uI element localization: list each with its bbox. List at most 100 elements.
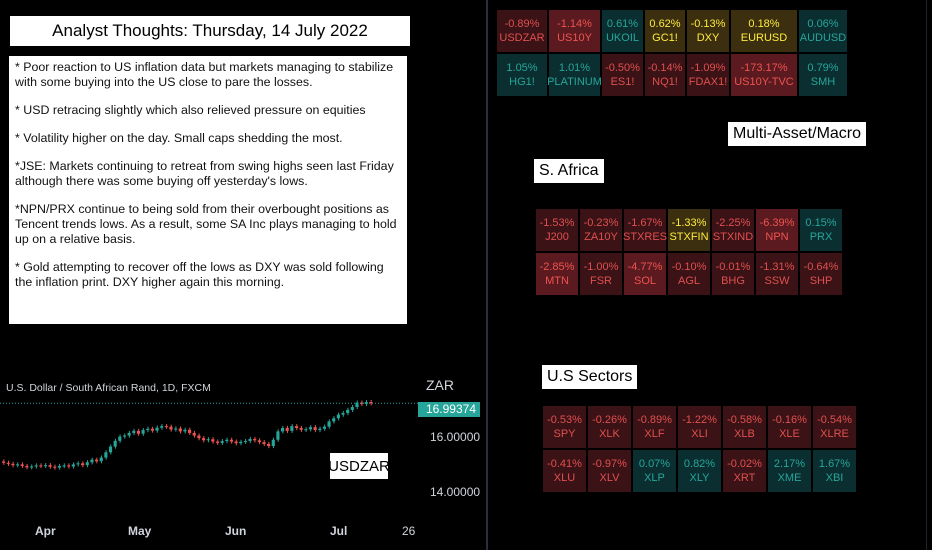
ticker-symbol: XLI xyxy=(691,428,708,440)
candle-body xyxy=(108,446,113,453)
ticker-tile[interactable]: 0.82% XLY xyxy=(678,450,721,492)
ticker-tile[interactable]: 0.07% XLP xyxy=(633,450,676,492)
ticker-tile[interactable]: 0.79% SMH xyxy=(799,54,847,96)
candle-body xyxy=(294,426,299,428)
month-label: Jul xyxy=(330,524,348,538)
ticker-tile[interactable]: 2.17% XME xyxy=(768,450,811,492)
ticker-change: -1.67% xyxy=(627,217,663,229)
ticker-change: -2.25% xyxy=(715,217,751,229)
ticker-change: -0.23% xyxy=(583,217,619,229)
ticker-tile[interactable]: -1.22% XLI xyxy=(678,406,721,448)
ticker-change: -0.14% xyxy=(647,62,683,74)
ticker-tile[interactable]: -2.25% STXIND xyxy=(712,209,754,251)
candle-body xyxy=(183,429,187,432)
ticker-symbol: ES1! xyxy=(610,76,635,88)
note-bullet: * Poor reaction to US inflation data but… xyxy=(15,60,394,89)
notes-body: * Poor reaction to US inflation data but… xyxy=(9,56,407,324)
candle-body xyxy=(150,428,154,431)
ticker-tile[interactable]: -0.58% XLB xyxy=(723,406,766,448)
ticker-tile[interactable]: -0.89% USDZAR xyxy=(497,10,547,52)
ticker-tile[interactable]: -0.53% SPY xyxy=(543,406,586,448)
y-tick-label: 14.00000 xyxy=(430,485,481,499)
ticker-symbol: XLY xyxy=(689,472,710,484)
section-label-safrica: S. Africa xyxy=(534,159,604,183)
ticker-tile[interactable]: 0.06% AUDUSD xyxy=(799,10,847,52)
ticker-tile[interactable]: -1.67% STXRES xyxy=(623,209,667,251)
candle-body xyxy=(155,427,159,431)
candle-body xyxy=(104,452,108,458)
ticker-tile[interactable]: -0.89% XLF xyxy=(633,406,676,448)
ticker-change: -173.17% xyxy=(740,62,788,74)
ticker-change: -0.10% xyxy=(671,261,707,273)
month-label: 26 xyxy=(402,524,416,538)
candle-body xyxy=(62,465,66,467)
candle-body xyxy=(53,466,57,468)
ticker-tile[interactable]: -1.33% STXFIN xyxy=(668,209,710,251)
candle-body xyxy=(132,430,136,433)
ticker-tile[interactable]: -0.26% XLK xyxy=(588,406,631,448)
ticker-tile[interactable]: -0.01% BHG xyxy=(712,253,754,295)
ticker-tile[interactable]: -0.41% XLU xyxy=(543,450,586,492)
candle-body xyxy=(253,438,257,441)
ticker-tile[interactable]: -1.31% SSW xyxy=(756,253,798,295)
candle-body xyxy=(350,407,354,410)
ticker-tile[interactable]: -1.00% FSR xyxy=(580,253,622,295)
candle-body xyxy=(234,441,238,444)
candle-body xyxy=(211,439,215,442)
ticker-symbol: FSR xyxy=(590,275,612,287)
ticker-tile[interactable]: -0.14% NQ1! xyxy=(645,54,685,96)
ticker-tile[interactable]: 0.15% PRX xyxy=(800,209,842,251)
candle-body xyxy=(25,465,29,468)
candle-body xyxy=(67,465,71,467)
ticker-symbol: BHG xyxy=(721,275,745,287)
ticker-symbol: NQ1! xyxy=(652,76,678,88)
ticker-tile[interactable]: -1.09% FDAX1! xyxy=(687,54,729,96)
ticker-tile[interactable]: -0.16% XLE xyxy=(768,406,811,448)
ticker-tile[interactable]: 1.01% PLATINUM xyxy=(547,54,602,96)
candle-body xyxy=(188,429,192,433)
ticker-change: -0.89% xyxy=(637,414,672,426)
ticker-tile[interactable]: 1.67% XBI xyxy=(813,450,856,492)
ticker-tile[interactable]: -173.17% US10Y-TVC xyxy=(731,54,797,96)
ticker-change: 1.67% xyxy=(818,458,851,470)
section-label-sectors: U.S Sectors xyxy=(542,365,638,389)
ticker-tile[interactable]: -4.77% SOL xyxy=(624,253,666,295)
candle-body xyxy=(229,439,233,442)
candle-body xyxy=(355,402,359,408)
ticker-tile[interactable]: 0.62% GC1! xyxy=(645,10,685,52)
ticker-change: -0.89% xyxy=(504,18,540,30)
candle-body xyxy=(192,432,196,436)
ticker-tile[interactable]: -0.10% AGL xyxy=(668,253,710,295)
ticker-tile[interactable]: -0.54% XLRE xyxy=(813,406,856,448)
ticker-tile[interactable]: 1.05% HG1! xyxy=(497,54,547,96)
ticker-tile[interactable]: -0.23% ZA10Y xyxy=(580,209,622,251)
candle-body xyxy=(243,441,247,443)
ticker-tile[interactable]: -0.13% DXY xyxy=(687,10,729,52)
ticker-symbol: STXIND xyxy=(712,231,754,243)
candle-body xyxy=(11,463,15,466)
ticker-symbol: ZA10Y xyxy=(584,231,618,243)
last-price-tag: 16.99374 xyxy=(418,402,480,417)
ticker-tile[interactable]: -0.02% XRT xyxy=(723,450,766,492)
candle-body xyxy=(346,409,350,414)
ticker-tile[interactable]: -1.53% J200 xyxy=(536,209,578,251)
ticker-tile[interactable]: -1.14% US10Y xyxy=(549,10,600,52)
candlestick-chart[interactable] xyxy=(0,390,420,500)
ticker-tile[interactable]: -2.85% MTN xyxy=(536,253,578,295)
note-bullet: * Volatility higher on the day. Small ca… xyxy=(15,131,343,145)
candle-body xyxy=(308,427,313,430)
ticker-tile[interactable]: 0.61% UKOIL xyxy=(602,10,643,52)
ticker-change: -0.97% xyxy=(592,458,627,470)
ticker-symbol: GC1! xyxy=(652,32,678,44)
candle-body xyxy=(43,465,47,467)
ticker-tile[interactable]: -6.39% NPN xyxy=(756,209,798,251)
y-tick-label: 16.00000 xyxy=(430,430,481,444)
ticker-change: 0.62% xyxy=(649,18,681,30)
note-bullet: *JSE: Markets continuing to retreat from… xyxy=(15,159,394,188)
ticker-tile[interactable]: -0.64% SHP xyxy=(800,253,842,295)
candle-body xyxy=(113,440,117,447)
ticker-tile[interactable]: -0.50% ES1! xyxy=(602,54,643,96)
ticker-tile[interactable]: 0.18% EURUSD xyxy=(731,10,797,52)
note-bullet: *NPN/PRX continue to being sold from the… xyxy=(15,202,397,246)
ticker-tile[interactable]: -0.97% XLV xyxy=(588,450,631,492)
